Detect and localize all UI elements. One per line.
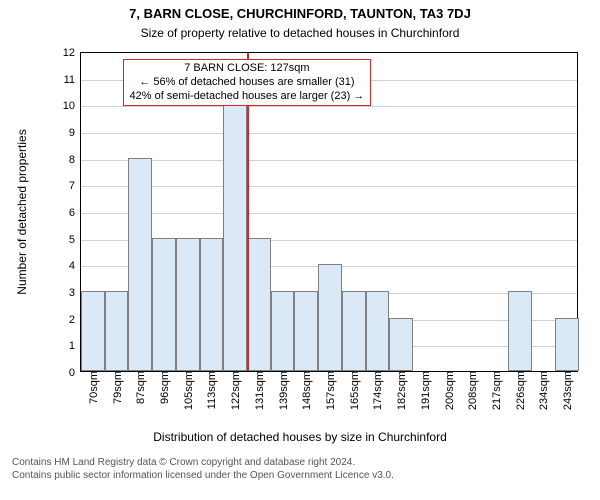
y-tick-label: 4 [69, 260, 81, 272]
x-tick-label: 217sqm [491, 371, 503, 410]
gridline [81, 133, 577, 134]
histogram-bar [508, 291, 532, 371]
x-tick-label: 174sqm [372, 371, 384, 410]
gridline [81, 160, 577, 161]
histogram-bar [128, 158, 152, 371]
title-line-2: Size of property relative to detached ho… [0, 26, 600, 40]
histogram-bar [389, 318, 413, 371]
histogram-bar [176, 238, 200, 371]
y-tick-label: 3 [69, 287, 81, 299]
x-tick-label: 105sqm [183, 371, 195, 410]
histogram-bar [271, 291, 295, 371]
footer-line-1: Contains HM Land Registry data © Crown c… [12, 456, 588, 469]
y-tick-label: 12 [63, 47, 81, 59]
x-tick-label: 243sqm [562, 371, 574, 410]
attribution-footer: Contains HM Land Registry data © Crown c… [0, 456, 600, 482]
x-tick-label: 139sqm [278, 371, 290, 410]
histogram-bar [200, 238, 224, 371]
x-tick-label: 165sqm [349, 371, 361, 410]
histogram-bar [152, 238, 176, 371]
histogram-bar [342, 291, 366, 371]
y-tick-label: 5 [69, 234, 81, 246]
histogram-bar [294, 291, 318, 371]
y-tick-label: 10 [63, 100, 81, 112]
annotation-line: 7 BARN CLOSE: 127sqm [130, 62, 365, 76]
plot-area: 012345678910111270sqm79sqm87sqm96sqm105s… [80, 52, 578, 372]
y-tick-label: 2 [69, 314, 81, 326]
histogram-bar [318, 264, 342, 371]
x-tick-label: 122sqm [230, 371, 242, 410]
x-tick-label: 182sqm [396, 371, 408, 410]
x-tick-label: 208sqm [467, 371, 479, 410]
x-tick-label: 96sqm [159, 371, 171, 404]
histogram-bar [366, 291, 390, 371]
x-tick-label: 226sqm [515, 371, 527, 410]
x-axis-label: Distribution of detached houses by size … [0, 430, 600, 444]
histogram-bar [223, 104, 247, 371]
x-tick-label: 79sqm [112, 371, 124, 404]
histogram-bar [105, 291, 129, 371]
gridline [81, 213, 577, 214]
x-tick-label: 234sqm [538, 371, 550, 410]
histogram-bar [555, 318, 579, 371]
y-tick-label: 11 [64, 74, 81, 86]
x-tick-label: 148sqm [301, 371, 313, 410]
y-tick-label: 0 [69, 367, 81, 379]
histogram-bar [247, 238, 271, 371]
x-tick-label: 131sqm [254, 371, 266, 410]
y-tick-label: 8 [69, 154, 81, 166]
x-tick-label: 157sqm [325, 371, 337, 410]
y-tick-label: 7 [69, 180, 81, 192]
y-axis-label: Number of detached properties [15, 129, 29, 294]
x-tick-label: 200sqm [444, 371, 456, 410]
x-tick-label: 87sqm [135, 371, 147, 404]
gridline [81, 186, 577, 187]
y-tick-label: 6 [69, 207, 81, 219]
annotation-line: ← 56% of detached houses are smaller (31… [130, 76, 365, 90]
x-tick-label: 113sqm [206, 371, 218, 409]
footer-line-2: Contains public sector information licen… [12, 469, 588, 482]
histogram-bar [81, 291, 105, 371]
x-tick-label: 191sqm [420, 371, 432, 410]
property-annotation: 7 BARN CLOSE: 127sqm← 56% of detached ho… [123, 59, 372, 106]
title-line-1: 7, BARN CLOSE, CHURCHINFORD, TAUNTON, TA… [0, 6, 600, 21]
annotation-line: 42% of semi-detached houses are larger (… [130, 90, 365, 104]
y-tick-label: 9 [69, 127, 81, 139]
chart-container: { "title_line1":"7, BARN CLOSE, CHURCHIN… [0, 0, 600, 500]
x-tick-label: 70sqm [88, 371, 100, 404]
y-tick-label: 1 [69, 340, 81, 352]
gridline [81, 106, 577, 107]
